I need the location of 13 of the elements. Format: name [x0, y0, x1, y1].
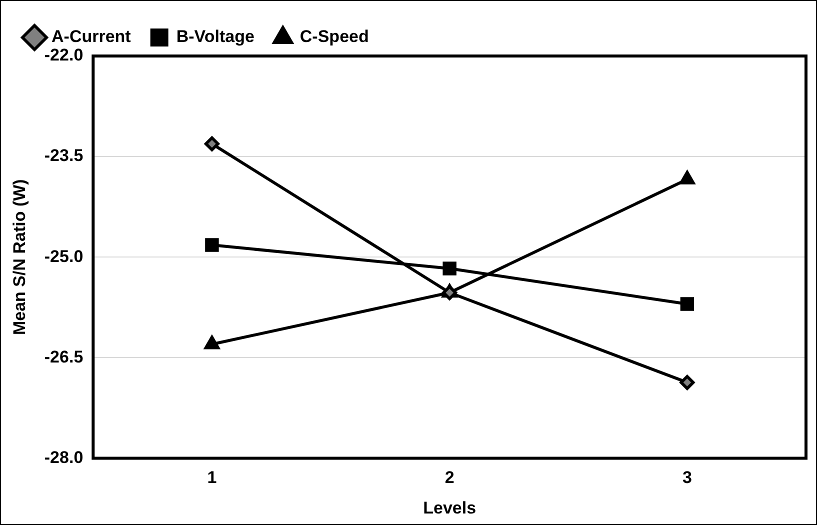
y-tick-label: -23.5: [44, 146, 84, 166]
x-tick-label: 1: [207, 468, 217, 488]
x-tick-label: 3: [682, 468, 692, 488]
legend-label: A-Current: [52, 27, 132, 46]
y-tick-label: -25.0: [44, 246, 84, 266]
y-tick-label: -28.0: [44, 448, 84, 467]
x-axis-title: Levels: [423, 498, 476, 518]
y-tick-label: -26.5: [44, 347, 84, 366]
y-axis-title: Mean S/N Ratio (W): [10, 179, 29, 336]
y-tick-label: -22.0: [44, 46, 84, 65]
legend-label: B-Voltage: [176, 27, 254, 46]
x-tick-label: 2: [444, 468, 454, 488]
legend-label: C-Speed: [300, 27, 369, 46]
